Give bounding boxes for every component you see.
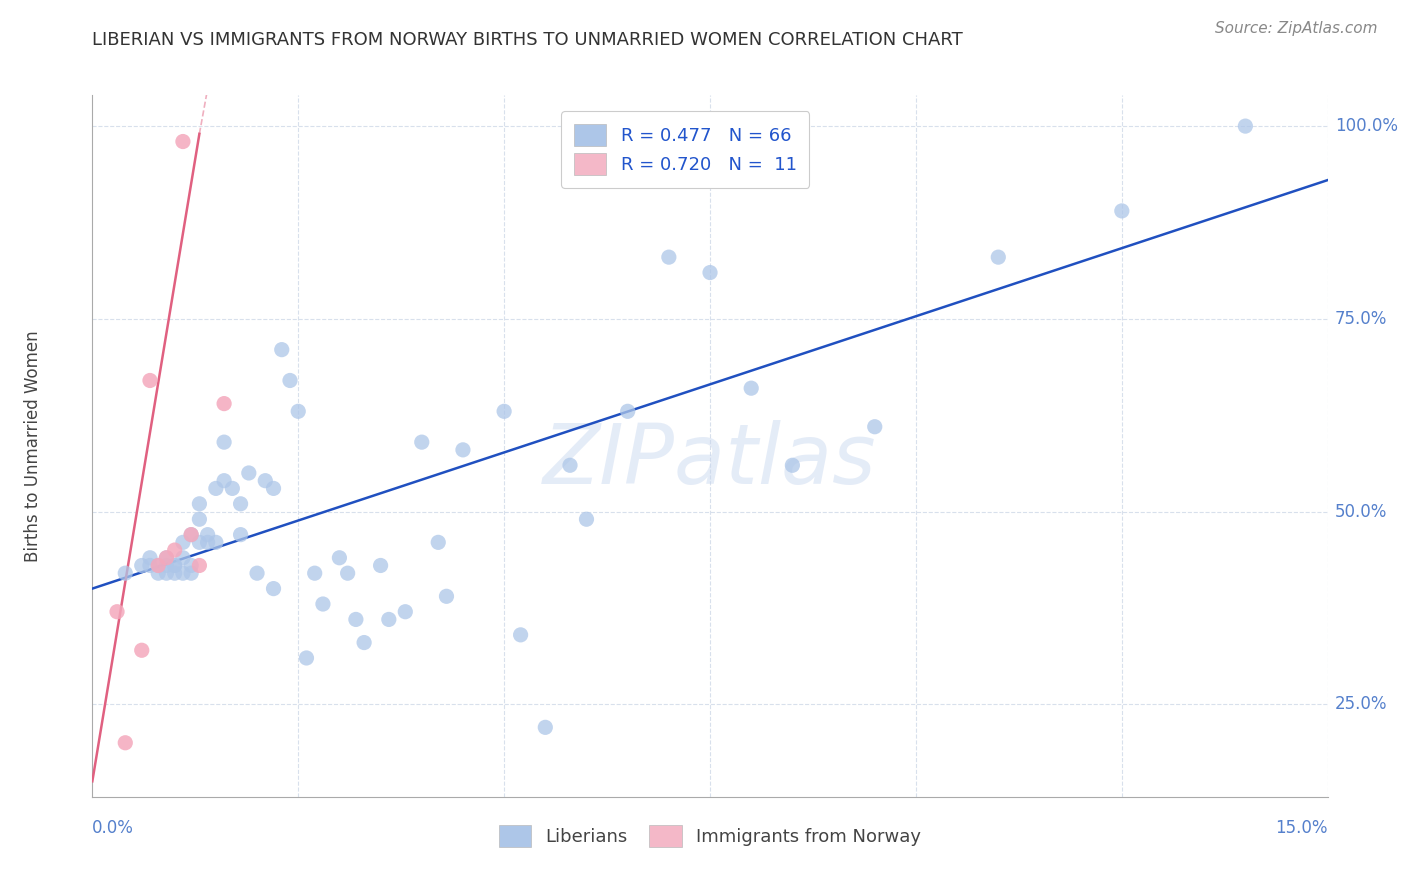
- Point: [205, 535, 228, 549]
- Text: 75.0%: 75.0%: [1334, 310, 1388, 328]
- Text: Source: ZipAtlas.com: Source: ZipAtlas.com: [1215, 21, 1378, 37]
- Point: [105, 605, 128, 619]
- Point: [212, 435, 235, 450]
- Point: [180, 558, 202, 573]
- Point: [278, 374, 301, 388]
- Point: [295, 651, 318, 665]
- Point: [163, 543, 186, 558]
- Point: [212, 474, 235, 488]
- Point: [172, 135, 194, 149]
- Point: [148, 558, 170, 573]
- Point: [616, 404, 638, 418]
- Point: [378, 612, 401, 626]
- Point: [139, 550, 162, 565]
- Point: [287, 404, 309, 418]
- Point: [987, 250, 1010, 264]
- Point: [172, 550, 194, 565]
- Point: [188, 512, 211, 526]
- Text: 25.0%: 25.0%: [1334, 695, 1388, 714]
- Point: [139, 374, 162, 388]
- Text: 15.0%: 15.0%: [1275, 819, 1327, 837]
- Point: [263, 482, 285, 496]
- Point: [163, 566, 186, 581]
- Point: [494, 404, 516, 418]
- Point: [534, 720, 557, 734]
- Point: [558, 458, 581, 473]
- Point: [221, 482, 243, 496]
- Point: [238, 466, 260, 480]
- Point: [304, 566, 326, 581]
- Point: [155, 566, 177, 581]
- Point: [205, 482, 228, 496]
- Point: [699, 266, 721, 280]
- Point: [148, 558, 170, 573]
- Point: [229, 497, 252, 511]
- Point: [394, 605, 416, 619]
- Point: [180, 527, 202, 541]
- Point: [114, 736, 136, 750]
- Text: 100.0%: 100.0%: [1334, 117, 1398, 135]
- Text: ZIPatlas: ZIPatlas: [543, 419, 877, 500]
- Legend: Liberians, Immigrants from Norway: Liberians, Immigrants from Norway: [488, 814, 932, 858]
- Point: [344, 612, 367, 626]
- Point: [740, 381, 762, 395]
- Point: [163, 558, 186, 573]
- Text: Births to Unmarried Women: Births to Unmarried Women: [24, 330, 42, 562]
- Point: [246, 566, 269, 581]
- Point: [131, 558, 153, 573]
- Point: [180, 566, 202, 581]
- Point: [180, 527, 202, 541]
- Point: [1234, 119, 1257, 133]
- Point: [270, 343, 292, 357]
- Point: [451, 442, 474, 457]
- Point: [370, 558, 392, 573]
- Point: [1111, 203, 1133, 218]
- Point: [353, 635, 375, 649]
- Point: [172, 566, 194, 581]
- Point: [863, 419, 886, 434]
- Point: [139, 558, 162, 573]
- Point: [254, 474, 277, 488]
- Point: [427, 535, 450, 549]
- Point: [131, 643, 153, 657]
- Point: [336, 566, 359, 581]
- Point: [229, 527, 252, 541]
- Point: [328, 550, 350, 565]
- Point: [155, 550, 177, 565]
- Point: [263, 582, 285, 596]
- Point: [197, 535, 219, 549]
- Point: [148, 566, 170, 581]
- Point: [575, 512, 598, 526]
- Point: [163, 558, 186, 573]
- Text: 50.0%: 50.0%: [1334, 502, 1388, 521]
- Text: LIBERIAN VS IMMIGRANTS FROM NORWAY BIRTHS TO UNMARRIED WOMEN CORRELATION CHART: LIBERIAN VS IMMIGRANTS FROM NORWAY BIRTH…: [93, 31, 963, 49]
- Point: [114, 566, 136, 581]
- Point: [188, 558, 211, 573]
- Point: [188, 497, 211, 511]
- Point: [509, 628, 531, 642]
- Point: [188, 535, 211, 549]
- Point: [312, 597, 335, 611]
- Point: [782, 458, 804, 473]
- Point: [411, 435, 433, 450]
- Point: [155, 558, 177, 573]
- Point: [155, 550, 177, 565]
- Point: [212, 396, 235, 410]
- Point: [197, 527, 219, 541]
- Point: [658, 250, 681, 264]
- Text: 0.0%: 0.0%: [93, 819, 134, 837]
- Point: [436, 590, 458, 604]
- Point: [172, 535, 194, 549]
